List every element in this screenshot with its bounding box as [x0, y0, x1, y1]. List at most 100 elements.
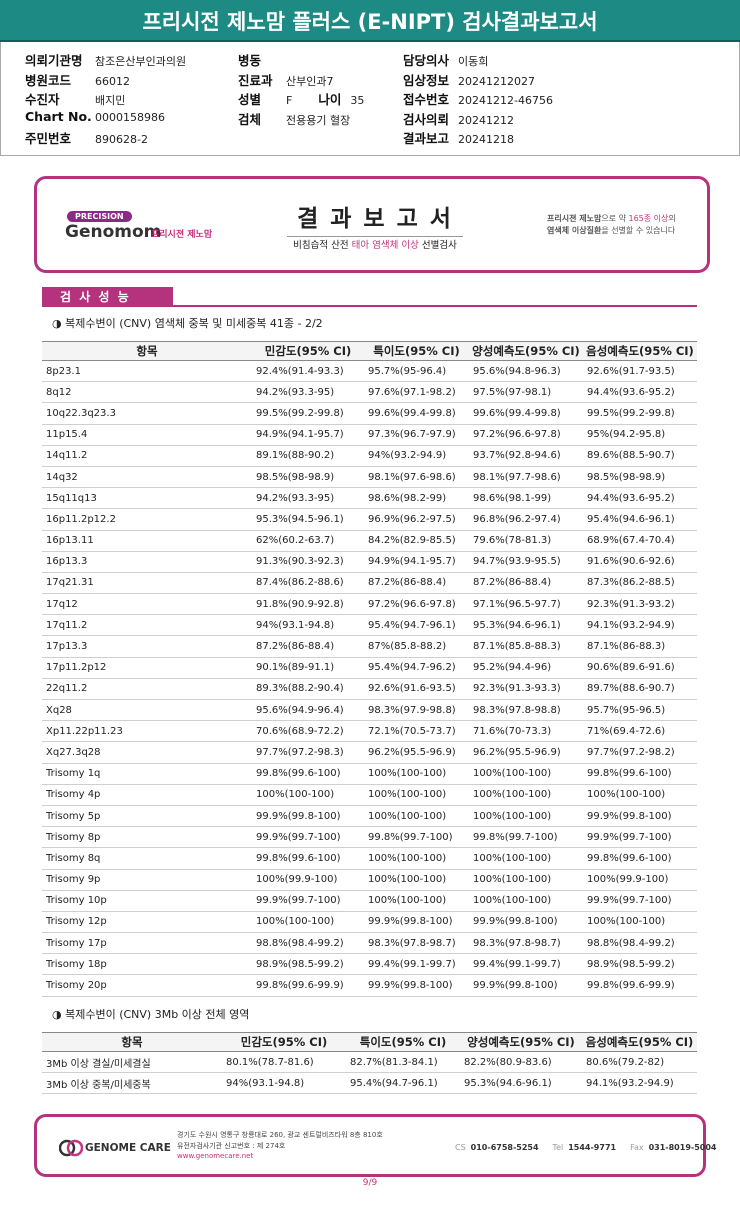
cell: 100%(100-100) — [252, 911, 364, 934]
cell: 98.9%(98.5-99.2) — [252, 953, 364, 976]
cell: 98.6%(98.2-99) — [364, 487, 469, 510]
table-row: 16p13.3 91.3%(90.3-92.3) 94.9%(94.1-95.7) 9… — [42, 551, 697, 573]
badge: PRECISION — [67, 211, 132, 222]
info-label: 주민번호 — [25, 131, 72, 146]
cell: 100%(100-100) — [583, 911, 697, 934]
info-row: 병동 — [238, 50, 364, 70]
cell: 100%(99.9-100) — [252, 869, 364, 891]
table-block: ◑ 복제수변이 (CNV) 3Mb 이상 전체 영역 항목 민감도(95% CI) 특… — [42, 1004, 697, 1095]
column-header: 민감도(95% CI) — [222, 1032, 346, 1052]
cell: 99.5%(99.2-99.8) — [252, 402, 364, 425]
info-value: F — [286, 94, 293, 107]
info-label: 담당의사 — [403, 53, 450, 68]
table-row: 14q32 98.5%(98-98.9) 98.1%(97.6-98.6) 98.1%… — [42, 466, 697, 489]
info-value: 20241212027 — [458, 74, 535, 88]
info-label: 임상정보 — [403, 72, 450, 88]
info-label: 병동 — [238, 53, 262, 68]
cell: Xp11.22p11.23 — [42, 720, 252, 743]
cell: 95.3%(94.6-96.1) — [460, 1072, 582, 1095]
report-subtitle: 비침습적 산전 태아 염색체 이상 선별검사 — [267, 237, 483, 251]
cell: 71%(69.4-72.6) — [583, 720, 697, 743]
cell: Trisomy 9p — [42, 869, 252, 891]
info-label: Chart No. — [25, 108, 92, 124]
header-row: 항목 민감도(95% CI) 특이도(95% CI) 양성예측도(95% CI) 음성예… — [42, 341, 697, 361]
cell: 16p13.11 — [42, 530, 252, 552]
cell: 99.9%(99.8-100) — [252, 805, 364, 828]
cell: Trisomy 5p — [42, 805, 252, 828]
table-row: Trisomy 8q 99.8%(99.6-100) 100%(100-100) 10… — [42, 847, 697, 870]
cell: 95.6%(94.9-96.4) — [252, 699, 364, 722]
cell: 89.1%(88-90.2) — [252, 445, 364, 467]
cell: Xq28 — [42, 699, 252, 722]
cell: 93.7%(92.8-94.6) — [469, 445, 583, 467]
cell: 87.3%(86.2-88.5) — [583, 572, 697, 595]
info-row: 검체 전용용기 혈장 — [238, 109, 364, 129]
cell: 99.8%(99.7-100) — [364, 826, 469, 849]
cell: 70.6%(68.9-72.2) — [252, 720, 364, 743]
brand-ko: 프리시젼 제노맘 — [151, 230, 213, 240]
column-header: 항목 — [42, 1032, 222, 1052]
table-row: Trisomy 4p 100%(100-100) 100%(100-100) 100%… — [42, 784, 697, 806]
cell: Trisomy 10p — [42, 890, 252, 912]
info-row: 임상정보 20241212027 — [403, 70, 553, 90]
info-value: 배지민 — [95, 94, 126, 107]
table-block: ◑ 복제수변이 (CNV) 염색체 중복 및 미세중복 41종 - 2/2 항목 민… — [42, 313, 697, 997]
info-value: 35 — [350, 94, 365, 107]
info-label: 검체 — [238, 111, 262, 127]
cell: 100%(100-100) — [469, 784, 583, 806]
table-row: 17p11.2p12 90.1%(89-91.1) 95.4%(94.7-96.2)… — [42, 657, 697, 679]
cell: 98.5%(98-98.9) — [583, 466, 697, 489]
table-row: Trisomy 5p 99.9%(99.8-100) 100%(100-100) 10… — [42, 805, 697, 828]
info-label: 나이 — [318, 92, 342, 107]
text: 165종 이상 — [628, 214, 669, 223]
table-row: 14q11.2 89.1%(88-90.2) 94%(93.2-94.9) 93.7%… — [42, 445, 697, 467]
cell: 94.9%(94.1-95.7) — [252, 424, 364, 446]
info-row: 결과보고 20241218 — [403, 128, 553, 148]
info-row: 성별 F 나이 35 — [238, 89, 364, 109]
cell: 99.8%(99.6-99.9) — [583, 974, 697, 997]
cell: 98.8%(98.4-99.2) — [252, 932, 364, 955]
cell: 97.5%(97-98.1) — [469, 381, 583, 404]
info-row: 담당의사 이동희 — [403, 50, 553, 70]
company: GENOME CARE — [85, 1142, 171, 1154]
table-row: Xq27.3q28 97.7%(97.2-98.3) 96.2%(95.5-96.9… — [42, 741, 697, 764]
table-row: Xp11.22p11.23 70.6%(68.9-72.2) 72.1%(70.5-… — [42, 720, 697, 743]
cell: 98.1%(97.6-98.6) — [364, 466, 469, 489]
contact-value: 1544-9771 — [568, 1143, 617, 1152]
table-row: Trisomy 18p 98.9%(98.5-99.2) 99.4%(99.1-99… — [42, 953, 697, 976]
text: 경기도 수원시 영통구 창룡대로 260, 광교 센트럴비즈타워 8층 810호 — [177, 1131, 383, 1139]
cell: 68.9%(67.4-70.4) — [583, 530, 697, 552]
footer: GENOME CARE 경기도 수원시 영통구 창룡대로 260, 광교 센트럴… — [34, 1114, 716, 1177]
cell: 3Mb 이상 결실/미세결실 — [42, 1051, 222, 1074]
cell: 99.9%(99.8-100) — [364, 974, 469, 997]
contact-label: CS — [455, 1143, 466, 1152]
info-value: 66012 — [95, 74, 130, 88]
cell: Trisomy 17p — [42, 932, 252, 955]
contact-label: Tel — [552, 1143, 564, 1152]
column-header: 항목 — [42, 341, 252, 361]
url: www.genomecare.net — [177, 1152, 254, 1160]
cell: 87.2%(86-88.4) — [364, 572, 469, 595]
table-row: 16p13.11 62%(60.2-63.7) 84.2%(82.9-85.5) 79… — [42, 530, 697, 552]
table-row: 16p11.2p12.2 95.3%(94.5-96.1) 96.9%(96.2-9… — [42, 508, 697, 531]
info-row: 접수번호 20241212-46756 — [403, 89, 553, 109]
cell: 99.9%(99.7-100) — [252, 890, 364, 912]
cell: 99.9%(99.8-100) — [469, 911, 583, 934]
cell: 89.7%(88.6-90.7) — [583, 678, 697, 701]
cell: 79.6%(78-81.3) — [469, 530, 583, 552]
cell: 99.9%(99.8-100) — [469, 974, 583, 997]
text: 선별검사 — [418, 240, 457, 251]
cell: 95.3%(94.5-96.1) — [252, 508, 364, 531]
info-row: 수진자 배지민 — [25, 89, 186, 109]
cell: 100%(100-100) — [364, 784, 469, 806]
cell: 97.1%(96.5-97.7) — [469, 593, 583, 616]
page-number: 9/9 — [362, 1178, 378, 1188]
table-row: 17q21.31 87.4%(86.2-88.6) 87.2%(86-88.4) 87… — [42, 572, 697, 595]
text: 의 — [668, 214, 676, 223]
cell: 94.4%(93.6-95.2) — [583, 487, 697, 510]
info-value: 20241218 — [458, 133, 514, 146]
table-row: Trisomy 1q 99.8%(99.6-100) 100%(100-100) 10… — [42, 763, 697, 785]
table-row: Trisomy 8p 99.9%(99.7-100) 99.8%(99.7-100)… — [42, 826, 697, 849]
cell: 96.2%(95.5-96.9) — [364, 741, 469, 764]
